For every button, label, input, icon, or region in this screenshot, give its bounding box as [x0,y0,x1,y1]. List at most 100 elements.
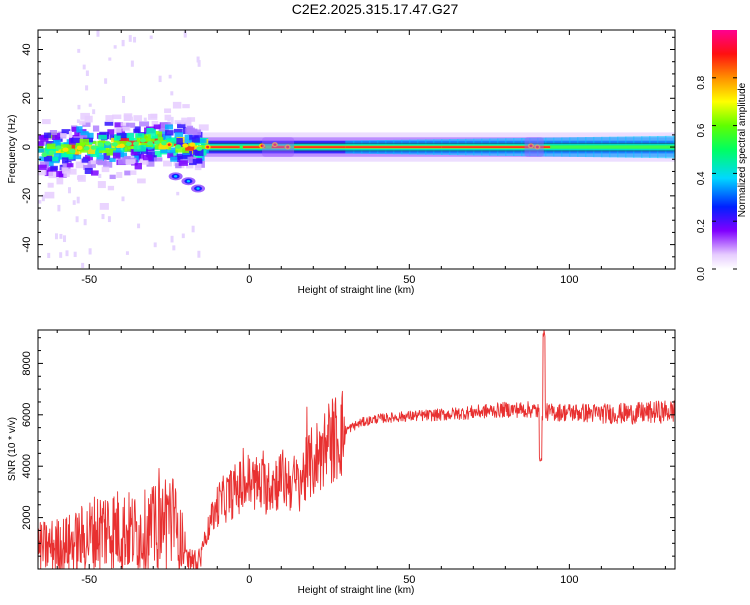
spectrogram-cell [89,141,97,146]
spectrogram-speck [137,223,141,229]
colorbar-label: Normalized spectral amplitude [737,82,748,217]
spectrogram-cell [119,138,130,144]
spectrogram-cell [151,121,159,127]
spectrogram-cell [194,163,202,171]
spectrogram-speck [81,262,85,268]
spectrogram-cell [66,163,74,168]
spectrogram-speck [170,116,174,124]
spectrogram-cell [85,144,95,149]
spectrogram-cell [154,150,162,158]
spectrogram-cell [74,131,85,138]
spectrogram-cell [77,174,86,182]
spectrogram-speck [128,35,132,42]
spectrogram-cell [153,124,161,130]
spectrogram-speck [172,245,176,251]
spectrogram-cell [42,119,51,125]
spectrogram-cell [181,154,191,159]
spectrogram-cell [82,122,91,127]
spectrogram-speck [85,70,89,76]
spectrogram-cell [162,134,172,142]
spectrogram-cell [105,115,114,122]
spectrogram-cell [174,132,184,139]
spectrogram-cell [134,162,142,170]
spectrogram-speck [183,31,187,38]
spectrogram-cell [72,148,82,155]
spectrogram-cell [136,139,146,147]
spectrogram-cell [80,131,89,136]
spectrogram-peak [175,144,182,149]
spectrogram-peak [132,141,139,146]
spectrogram-peak [97,142,104,147]
spectrogram-cell [133,145,141,152]
spectrogram-cell [124,146,131,152]
spectrogram-cell [159,143,169,150]
spectrogram-ytick-label: -40 [21,237,33,253]
spectrogram-cell [176,137,183,145]
spectrogram-side-feature [196,187,200,190]
spectrogram-peak [529,144,533,148]
spectrogram-cell [177,122,187,129]
spectrogram-cell [114,135,121,141]
spectrogram-cell [103,153,111,160]
spectrogram-cell [170,156,178,162]
spectrogram-cell [163,160,172,167]
spectrogram-speck [73,251,77,258]
spectrogram-cell [53,153,62,160]
spectrogram-cell [135,133,145,138]
spectrogram-cell [186,164,194,169]
spectrogram-cell [109,157,116,162]
spectrogram-cell [175,147,184,153]
spectrogram-cell [61,129,71,135]
spectrogram-peak [196,146,203,151]
spectrogram-speck [149,35,153,39]
spectrogram-cell [192,154,203,161]
spectrogram-speck [68,130,72,138]
spectrogram-cell [109,174,116,180]
spectrogram-cell [182,150,193,156]
spectrogram-cell [130,149,138,156]
spectrogram-speck [121,39,125,47]
spectrogram-speck [167,118,171,122]
spectrogram-cell [54,149,65,155]
spectrogram-speck [96,30,100,37]
spectrogram-cell [49,130,58,135]
spectrogram-cell [112,114,122,120]
spectrogram-cell [61,153,70,158]
spectrogram-speck [47,252,51,259]
spectrogram-cell [70,137,81,143]
figure-title: C2E2.2025.315.17.47.G27 [292,1,459,17]
spectrogram-cell [87,161,96,168]
spectrogram-cell [62,167,69,174]
spectrogram-cell [90,160,98,165]
spectrogram-speck [82,64,86,70]
spectrogram-cell [182,139,193,145]
spectrogram-cell [124,170,131,176]
spectrogram-peak [206,145,210,149]
spectrogram-core [271,146,285,148]
spectrogram-cell [160,146,168,154]
spectrogram-speck [170,91,174,96]
spectrogram-xlabel: Height of straight line (km) [298,285,415,296]
spectrogram-peak [83,145,90,151]
spectrogram-xtick-label: -50 [81,274,97,286]
spectrogram-cell [120,147,128,153]
spectrogram-speck [67,187,71,194]
spectrogram-cell [86,132,94,140]
spectrogram-cell [127,140,138,147]
spectrogram-cell [167,152,174,159]
spectrogram-cell [109,134,119,140]
spectrogram-ytick-label: 0 [21,144,33,150]
spectrogram-xtick-label: 100 [560,274,578,286]
spectrogram-frame [37,29,676,270]
spectrogram-cell [164,108,172,114]
spectrogram-cell [101,166,110,173]
spectrogram-cell [147,134,158,139]
spectrogram-cell [44,191,55,199]
spectrogram-speck [38,200,42,204]
spectrogram-cell [125,159,136,165]
spectrogram-speck [65,250,69,257]
spectrogram-cell [164,124,174,130]
spectrogram-speck [63,235,67,243]
